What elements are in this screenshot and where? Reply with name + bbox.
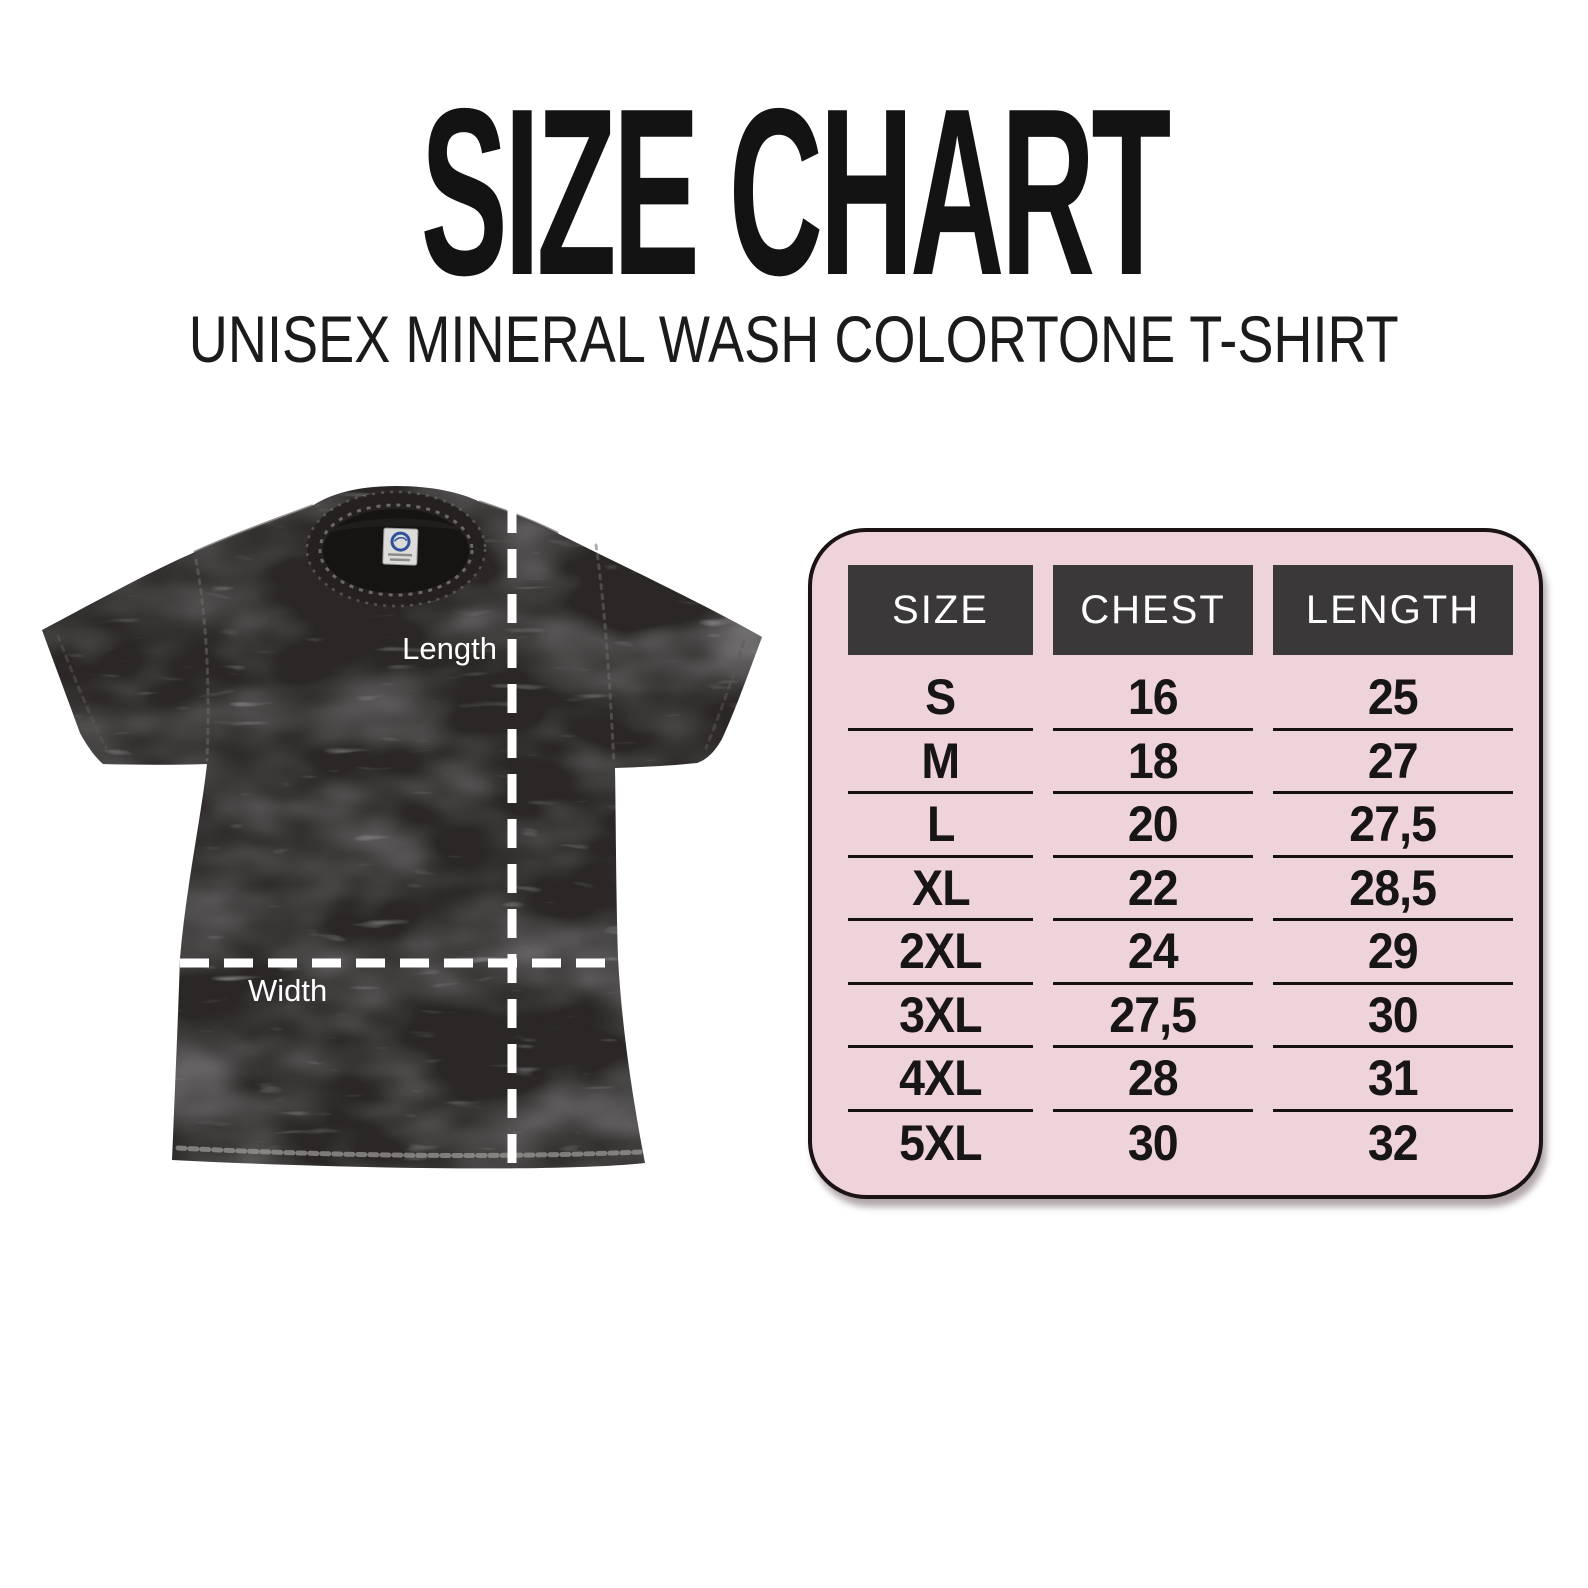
- size-cell: 5XL: [899, 1115, 982, 1172]
- size-table-body: S 16 25 M 18 27 L 20 27,5 XL 22 28,5 2XL: [848, 667, 1513, 1175]
- table-row: L 20 27,5: [848, 794, 1513, 858]
- chest-cell: 16: [1053, 667, 1253, 731]
- length-cell: 27: [1273, 731, 1513, 794]
- size-cell: XL: [848, 858, 1033, 921]
- length-cell: 31: [1273, 1048, 1513, 1112]
- length-cell: 29: [1273, 921, 1513, 985]
- size-cell: 3XL: [848, 985, 1033, 1048]
- length-cell: 32: [1368, 1115, 1419, 1172]
- table-row: 2XL 24 29: [848, 921, 1513, 985]
- chest-cell: 27,5: [1053, 985, 1253, 1048]
- size-cell: L: [848, 794, 1033, 858]
- length-cell: 27,5: [1273, 794, 1513, 858]
- table-row: 3XL 27,5 30: [848, 985, 1513, 1048]
- length-label: Length: [402, 631, 497, 666]
- length-cell: 25: [1273, 667, 1513, 731]
- page-title: SIZE CHART: [0, 74, 1588, 312]
- table-row: M 18 27: [848, 731, 1513, 794]
- chest-cell: 22: [1053, 858, 1253, 921]
- header-cell-length: LENGTH: [1273, 565, 1513, 655]
- width-label: Width: [248, 973, 327, 1008]
- seam-stitching: [56, 500, 746, 1158]
- chest-cell: 30: [1128, 1115, 1179, 1172]
- brand-tag: [382, 527, 419, 566]
- size-table-header: SIZE CHEST LENGTH: [848, 565, 1513, 655]
- table-row: 5XL 30 32: [848, 1112, 1513, 1176]
- chest-cell: 20: [1053, 794, 1253, 858]
- size-cell: S: [848, 667, 1033, 731]
- table-row: S 16 25: [848, 667, 1513, 731]
- header-cell-size-text: SIZE: [892, 587, 989, 632]
- size-cell: M: [848, 731, 1033, 794]
- table-row: 4XL 28 31: [848, 1048, 1513, 1112]
- tshirt-measurement-diagram: Length Width: [42, 486, 762, 1169]
- header-cell-length-text: LENGTH: [1305, 587, 1481, 632]
- header-cell-chest-text: CHEST: [1080, 587, 1226, 632]
- length-cell: 28,5: [1273, 858, 1513, 921]
- size-cell: 4XL: [848, 1048, 1033, 1112]
- size-cell: 2XL: [848, 921, 1033, 985]
- page-title-text: SIZE CHART: [420, 60, 1172, 325]
- page-subtitle: UNISEX MINERAL WASH COLORTONE T-SHIRT: [0, 306, 1588, 372]
- table-row: XL 22 28,5: [848, 858, 1513, 921]
- chest-cell: 18: [1053, 731, 1253, 794]
- page-subtitle-text: UNISEX MINERAL WASH COLORTONE T-SHIRT: [189, 302, 1399, 376]
- tshirt-graphic: Length Width: [42, 486, 762, 1169]
- length-cell: 30: [1273, 985, 1513, 1048]
- chest-cell: 24: [1053, 921, 1253, 985]
- size-table: SIZE CHEST LENGTH S 16 25 M 18 27 L 20: [808, 528, 1543, 1199]
- header-cell-chest: CHEST: [1053, 565, 1253, 655]
- chest-cell: 28: [1053, 1048, 1253, 1112]
- header-cell-size: SIZE: [848, 565, 1033, 655]
